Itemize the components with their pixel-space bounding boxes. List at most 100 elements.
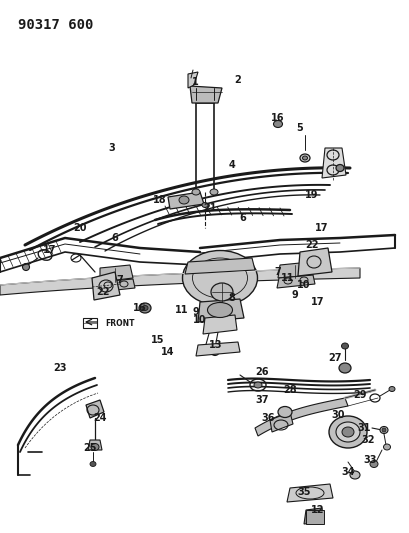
Text: 19: 19 — [305, 190, 318, 200]
Ellipse shape — [369, 461, 377, 467]
Ellipse shape — [341, 427, 353, 437]
Ellipse shape — [277, 407, 291, 417]
Ellipse shape — [328, 416, 366, 448]
Ellipse shape — [90, 462, 96, 466]
Text: 1: 1 — [191, 77, 198, 87]
Text: 6: 6 — [111, 233, 118, 243]
Ellipse shape — [139, 303, 151, 313]
Text: 27: 27 — [328, 353, 341, 363]
Text: 23: 23 — [53, 363, 67, 373]
Text: 18: 18 — [153, 195, 166, 205]
Ellipse shape — [302, 156, 307, 160]
Ellipse shape — [335, 165, 343, 172]
Text: 25: 25 — [83, 443, 97, 453]
Text: 20: 20 — [73, 223, 87, 233]
Text: 36: 36 — [261, 413, 274, 423]
Text: 37: 37 — [255, 395, 268, 405]
Ellipse shape — [379, 426, 387, 433]
Ellipse shape — [207, 303, 232, 318]
Ellipse shape — [338, 363, 350, 373]
Ellipse shape — [211, 349, 218, 356]
Text: 9: 9 — [192, 307, 199, 317]
Text: 31: 31 — [356, 423, 370, 433]
Ellipse shape — [254, 382, 261, 388]
Ellipse shape — [388, 386, 394, 392]
Polygon shape — [92, 272, 120, 300]
Text: 17: 17 — [310, 297, 324, 307]
Text: 16: 16 — [133, 303, 146, 313]
Ellipse shape — [142, 305, 148, 311]
Text: 4: 4 — [228, 160, 235, 170]
Polygon shape — [100, 265, 133, 282]
Text: 22: 22 — [305, 240, 318, 250]
Text: 9: 9 — [291, 290, 298, 300]
Bar — [305, 510, 323, 524]
Ellipse shape — [335, 422, 359, 442]
Polygon shape — [83, 318, 97, 328]
Polygon shape — [188, 72, 198, 88]
Ellipse shape — [91, 443, 99, 450]
Text: 14: 14 — [161, 347, 174, 357]
Polygon shape — [297, 248, 331, 276]
Ellipse shape — [209, 189, 218, 195]
Polygon shape — [0, 268, 359, 295]
Text: 17: 17 — [43, 245, 56, 255]
Ellipse shape — [191, 189, 200, 195]
Polygon shape — [198, 299, 243, 322]
Ellipse shape — [341, 343, 348, 349]
Text: 11: 11 — [281, 273, 294, 283]
Polygon shape — [97, 279, 135, 292]
Ellipse shape — [202, 203, 207, 207]
Ellipse shape — [200, 346, 207, 353]
Text: 15: 15 — [151, 335, 164, 345]
Text: 24: 24 — [93, 413, 106, 423]
Text: 11: 11 — [175, 305, 188, 315]
Text: 16: 16 — [271, 113, 284, 123]
Text: 30: 30 — [330, 410, 344, 420]
Ellipse shape — [273, 120, 282, 127]
Text: 5: 5 — [296, 123, 303, 133]
Ellipse shape — [381, 428, 385, 432]
Polygon shape — [189, 86, 221, 103]
Ellipse shape — [179, 196, 189, 204]
Ellipse shape — [382, 444, 389, 450]
Text: 28: 28 — [283, 385, 296, 395]
Ellipse shape — [211, 283, 232, 301]
Text: 26: 26 — [255, 367, 268, 377]
Text: 33: 33 — [362, 455, 376, 465]
Polygon shape — [196, 342, 239, 356]
Polygon shape — [277, 262, 312, 278]
Text: 21: 21 — [203, 203, 216, 213]
Text: 22: 22 — [96, 287, 110, 297]
Polygon shape — [254, 398, 347, 436]
Polygon shape — [202, 315, 236, 334]
Text: 13: 13 — [209, 340, 222, 350]
Text: FRONT: FRONT — [105, 319, 134, 327]
Text: 6: 6 — [239, 213, 246, 223]
Ellipse shape — [349, 471, 359, 479]
Text: 7: 7 — [116, 275, 123, 285]
Text: 2: 2 — [234, 75, 241, 85]
Polygon shape — [88, 440, 102, 450]
Text: 17: 17 — [315, 223, 328, 233]
Ellipse shape — [299, 154, 309, 162]
Polygon shape — [276, 275, 314, 288]
Ellipse shape — [22, 263, 29, 271]
Text: 10: 10 — [193, 315, 206, 325]
Text: 32: 32 — [360, 435, 374, 445]
Ellipse shape — [182, 251, 257, 305]
Polygon shape — [168, 192, 204, 209]
Text: 29: 29 — [353, 390, 366, 400]
Text: 12: 12 — [310, 505, 324, 515]
Text: 10: 10 — [297, 280, 310, 290]
Polygon shape — [321, 148, 345, 178]
Polygon shape — [303, 508, 323, 524]
Text: 8: 8 — [228, 293, 235, 303]
Text: 34: 34 — [340, 467, 354, 477]
Text: 7: 7 — [274, 267, 281, 277]
Polygon shape — [286, 484, 332, 502]
Text: 90317 600: 90317 600 — [18, 18, 93, 32]
Polygon shape — [184, 258, 254, 274]
Text: 3: 3 — [108, 143, 115, 153]
Polygon shape — [270, 412, 292, 432]
